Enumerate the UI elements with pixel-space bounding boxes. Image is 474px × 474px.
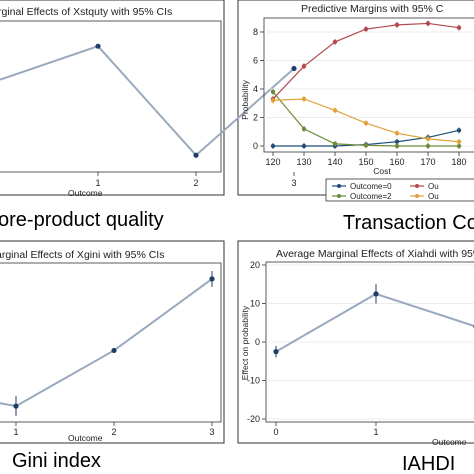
tl-data-point xyxy=(95,43,101,49)
tr-x-tick-label: 140 xyxy=(327,157,342,167)
tr-data-point-1 xyxy=(394,22,400,28)
bl-data-point xyxy=(111,347,117,354)
bl-caption: Gini index xyxy=(12,450,101,472)
tr-ylabel: Probability xyxy=(240,79,250,119)
tr-data-point-3 xyxy=(456,139,462,144)
br-xlabel: Outcome xyxy=(432,437,467,447)
tr-data-point-2 xyxy=(301,126,307,132)
br-x-tick-label: 0 xyxy=(273,427,278,437)
tr-x-tick-label: 170 xyxy=(420,157,435,167)
tl-series-line xyxy=(0,45,295,157)
br-panel-frame xyxy=(237,240,474,444)
br-y-tick-label: -10 xyxy=(247,376,260,386)
tr-data-point-0 xyxy=(456,128,462,133)
tr-series-line-2 xyxy=(272,91,459,147)
tr-series-line-1 xyxy=(272,22,460,100)
tr-data-point-1 xyxy=(301,63,307,69)
legend-label-3: Ou xyxy=(428,192,439,201)
tr-legend-box xyxy=(325,178,474,202)
tr-data-point-0 xyxy=(301,143,307,149)
tr-plot-border xyxy=(263,17,474,153)
br-y-tick-label: 10 xyxy=(250,299,260,309)
tr-data-point-0 xyxy=(270,143,276,149)
tr-data-point-1 xyxy=(332,39,338,45)
br-data-point xyxy=(273,349,279,355)
bl-xlabel: Outcome xyxy=(68,433,103,443)
tr-data-point-0 xyxy=(394,139,400,144)
bl-plot-border xyxy=(0,262,222,423)
tr-x-tick-label: 160 xyxy=(389,157,404,167)
bl-data-point xyxy=(209,276,215,282)
legend-marker-3 xyxy=(415,194,419,198)
br-series-line xyxy=(275,292,474,353)
tl-plot-border xyxy=(0,20,222,173)
tr-x-tick-label: 150 xyxy=(358,157,373,167)
tr-data-point-3 xyxy=(363,120,369,126)
tl-caption: ore-product quality xyxy=(0,209,164,231)
bl-x-tick-label: 2 xyxy=(111,427,116,437)
tr-caption: Transaction Co xyxy=(343,212,474,234)
br-ylabel: Effect on probability xyxy=(240,305,250,380)
tr-data-point-2 xyxy=(394,143,400,149)
bl-title: arginal Effects of Xgini with 95% CIs xyxy=(0,249,164,261)
br-title: Average Marginal Effects of Xiahdi with … xyxy=(276,248,474,260)
tr-y-tick-label: 0 xyxy=(253,141,258,151)
tl-x-tick-label: 3 xyxy=(291,178,296,188)
tr-y-tick-label: 2 xyxy=(253,112,258,122)
tr-caption-background xyxy=(330,203,474,237)
tr-data-point-2 xyxy=(456,143,462,149)
br-y-tick-label: 20 xyxy=(250,260,260,270)
tr-y-tick-label: 6 xyxy=(253,55,258,65)
tl-plot-area: 1 2 3 xyxy=(0,20,297,188)
legend-marker-2 xyxy=(337,194,341,198)
br-x-tick-label: 1 xyxy=(373,427,378,437)
tr-data-point-3 xyxy=(332,108,338,113)
br-caption: IAHDI xyxy=(402,453,455,474)
br-y-tick-label: 0 xyxy=(255,337,260,347)
tr-data-point-2 xyxy=(332,141,338,147)
bl-x-tick-label: 3 xyxy=(209,427,214,437)
legend-label-1: Ou xyxy=(428,182,439,191)
tr-plot-area: 0246812013014015016017018019 xyxy=(253,17,474,167)
tr-y-tick-label: 4 xyxy=(253,84,258,94)
tr-x-tick-label: 180 xyxy=(451,157,466,167)
br-data-point xyxy=(373,291,379,297)
tr-data-point-2 xyxy=(363,143,369,148)
br-y-tick-label: -20 xyxy=(247,414,260,424)
tl-title: rginal Effects of Xstquty with 95% CIs xyxy=(0,6,172,18)
tr-data-point-2 xyxy=(425,143,431,149)
legend-marker-0 xyxy=(337,184,341,188)
legend-marker-1 xyxy=(415,184,419,188)
tr-x-tick-label: 120 xyxy=(265,157,280,167)
tr-x-tick-label: 130 xyxy=(296,157,311,167)
tr-data-point-3 xyxy=(425,136,431,142)
tr-data-point-1 xyxy=(425,21,431,26)
bl-panel-frame xyxy=(0,240,225,444)
tr-data-point-3 xyxy=(301,96,307,102)
bl-plot-area: 1 2 3 xyxy=(0,262,222,437)
bl-x-tick-label: 1 xyxy=(13,427,18,437)
tr-data-point-3 xyxy=(270,98,276,103)
bl-series-line xyxy=(0,278,213,408)
tl-xlabel: Outcome xyxy=(68,188,103,198)
tl-data-point xyxy=(291,65,297,72)
tl-data-point xyxy=(193,152,199,158)
tr-legend: Outcome=0 Ou Outcome=2 Ou xyxy=(325,178,474,202)
tr-data-point-2 xyxy=(270,89,276,95)
tr-data-point-1 xyxy=(363,26,369,32)
bl-data-point xyxy=(13,403,19,409)
tl-x-tick-label: 1 xyxy=(95,178,100,188)
tr-xlabel: Cost xyxy=(373,166,391,176)
tr-title: Predictive Margins with 95% C xyxy=(301,3,444,15)
legend-label-2: Outcome=2 xyxy=(350,192,392,201)
tr-data-point-3 xyxy=(394,130,400,136)
tl-x-tick-label: 2 xyxy=(193,178,198,188)
legend-label-0: Outcome=0 xyxy=(350,182,392,191)
tr-data-point-1 xyxy=(456,25,462,30)
tr-y-tick-label: 8 xyxy=(253,27,258,37)
tl-panel-frame xyxy=(0,0,225,196)
